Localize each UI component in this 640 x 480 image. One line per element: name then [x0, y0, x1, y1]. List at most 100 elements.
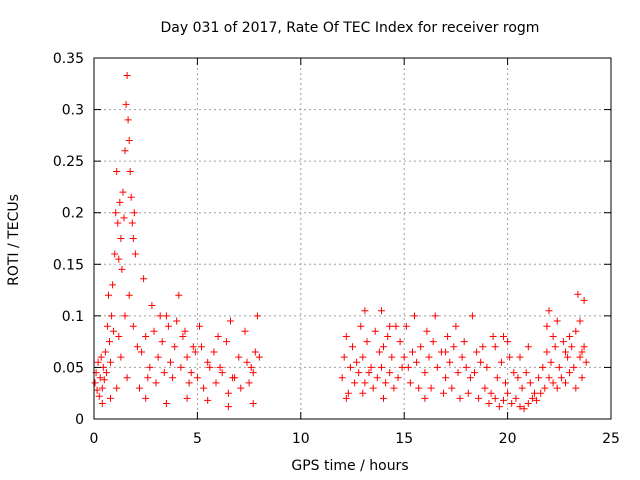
data-point-plus: [198, 343, 205, 351]
data-point-plus: [121, 312, 129, 320]
data-point-plus: [108, 312, 116, 320]
data-point-plus: [582, 358, 590, 366]
data-point-plus: [102, 369, 110, 377]
gridlines: [94, 58, 611, 419]
data-point-plus: [187, 369, 195, 377]
data-point-plus: [448, 384, 456, 392]
data-point-plus: [243, 358, 251, 366]
data-point-plus: [580, 343, 588, 351]
data-point-plus: [245, 379, 253, 387]
data-point-plus: [516, 403, 524, 411]
data-point-plus: [142, 394, 150, 402]
data-point-plus: [471, 369, 478, 377]
y-tick-label: 0.05: [53, 360, 84, 376]
data-point-plus: [481, 384, 489, 392]
data-point-plus: [100, 376, 108, 384]
data-point-plus: [351, 379, 359, 387]
data-point-plus: [249, 369, 257, 377]
data-point-plus: [152, 379, 160, 387]
x-tick-label: 10: [292, 431, 310, 447]
data-point-plus: [539, 363, 547, 371]
data-point-plus: [396, 338, 404, 346]
data-point-plus: [531, 389, 538, 397]
data-point-plus: [357, 322, 365, 330]
data-point-plus: [421, 394, 429, 402]
data-point-plus: [526, 379, 534, 387]
data-point-plus: [423, 327, 431, 335]
data-point-plus: [543, 322, 551, 330]
data-point-plus: [129, 322, 137, 330]
data-point-plus: [394, 374, 402, 382]
y-tick-label: 0: [75, 412, 84, 428]
data-point-plus: [359, 353, 367, 361]
data-point-plus: [406, 379, 414, 387]
data-point-plus: [359, 389, 367, 397]
data-point-plus: [559, 338, 567, 346]
y-tick-label: 0.1: [62, 309, 84, 325]
data-point-plus: [460, 338, 468, 346]
plot-border: [93, 57, 612, 420]
data-point-plus: [361, 379, 369, 387]
data-point-plus: [375, 348, 383, 356]
data-point-plus: [528, 394, 536, 402]
data-point-plus: [101, 348, 109, 356]
data-point-plus: [181, 327, 189, 335]
data-point-plus: [485, 400, 493, 407]
x-tick-label: 15: [395, 431, 413, 447]
data-point-plus: [572, 384, 580, 392]
data-point-plus: [338, 374, 346, 382]
data-point-plus: [578, 374, 586, 382]
data-point-plus: [456, 394, 464, 402]
data-point-plus: [346, 363, 354, 371]
x-axis-label: GPS time / hours: [291, 458, 408, 474]
data-point-plus: [555, 363, 563, 371]
data-point-plus: [125, 137, 133, 144]
x-tick-label: 25: [602, 431, 620, 447]
data-point-plus: [578, 348, 586, 356]
data-point-plus: [353, 358, 361, 366]
data-point-plus: [118, 265, 126, 273]
data-point-plus: [189, 343, 197, 351]
data-point-plus: [150, 327, 158, 335]
data-point-plus: [160, 369, 168, 377]
data-point-plus: [497, 358, 505, 366]
data-point-plus: [216, 363, 224, 371]
data-point-plus: [123, 374, 131, 382]
data-point-plus: [549, 333, 557, 340]
data-point-plus: [533, 396, 541, 404]
data-point-plus: [129, 235, 137, 242]
data-point-plus: [97, 353, 105, 361]
data-point-plus: [386, 322, 394, 330]
data-point-plus: [504, 389, 512, 397]
data-point-plus: [107, 394, 114, 402]
data-point-plus: [500, 396, 507, 404]
data-point-plus: [124, 116, 132, 124]
data-point-plus: [382, 379, 390, 387]
data-point-plus: [380, 343, 387, 351]
data-point-plus: [502, 379, 509, 387]
data-point-plus: [506, 353, 514, 361]
data-point-plus: [344, 389, 352, 397]
data-point-plus: [483, 363, 491, 371]
x-tick-label: 5: [193, 431, 202, 447]
data-point-plus: [113, 168, 121, 175]
data-point-plus: [185, 379, 193, 387]
data-point-plus: [115, 333, 123, 340]
data-point-plus: [224, 403, 232, 411]
data-point-plus: [93, 386, 101, 394]
data-point-plus: [113, 384, 121, 392]
data-point-plus: [454, 369, 462, 377]
data-point-plus: [167, 358, 174, 366]
data-point-plus: [144, 374, 152, 382]
data-point-plus: [574, 290, 582, 298]
data-point-plus: [380, 394, 387, 402]
data-point-plus: [122, 100, 130, 108]
data-point-plus: [107, 358, 114, 366]
axis-ticks: 0 0.05 0.1 0.15 0.2 0.25 0.3 0.35 0 5 10 15 20 25: [53, 51, 620, 447]
y-tick-label: 0.35: [53, 51, 84, 67]
data-point-plus: [566, 333, 574, 340]
data-point-plus: [98, 400, 106, 407]
data-point-plus: [421, 369, 429, 377]
data-point-plus: [491, 343, 499, 351]
data-point-plus: [545, 307, 553, 315]
